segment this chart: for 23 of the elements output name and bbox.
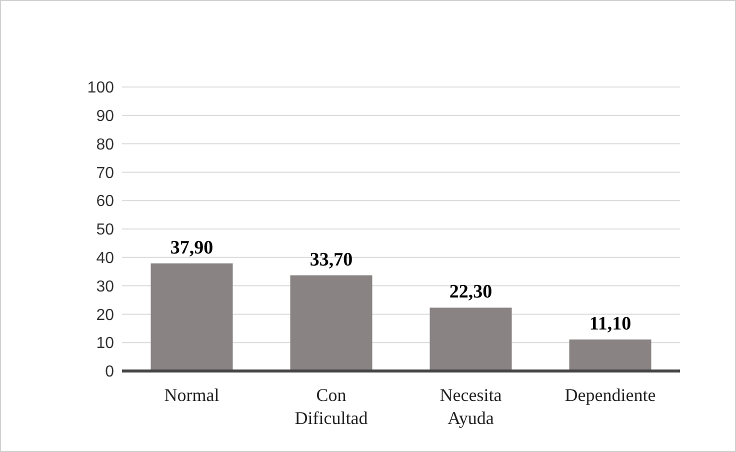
y-tick-label: 20 [96,306,114,324]
data-label: 37,90 [170,237,214,258]
x-tick-label: Normal [164,385,220,405]
y-tick-label: 50 [96,222,114,239]
y-tick-label: 100 [87,80,114,97]
x-tick-label: Necesita Ayuda [440,385,502,428]
y-tick-label: 30 [96,278,114,296]
data-label: 11,10 [589,313,632,334]
y-tick-label: 0 [105,364,114,381]
x-tick-label: Dependiente [564,385,656,405]
data-label: 22,30 [449,282,492,303]
y-tick-label: 90 [96,108,114,125]
bar [150,263,233,371]
y-tick-label: 10 [96,335,114,352]
x-tick-label: Con Dificultad [294,385,368,428]
y-tick-label: 60 [96,193,114,210]
y-tick-label: 80 [96,136,114,154]
bar [569,339,652,371]
bar [290,275,372,371]
y-tick-label: 70 [96,164,114,182]
data-label: 33,70 [310,249,353,270]
bar [430,308,512,371]
y-tick-label: 40 [96,250,114,267]
